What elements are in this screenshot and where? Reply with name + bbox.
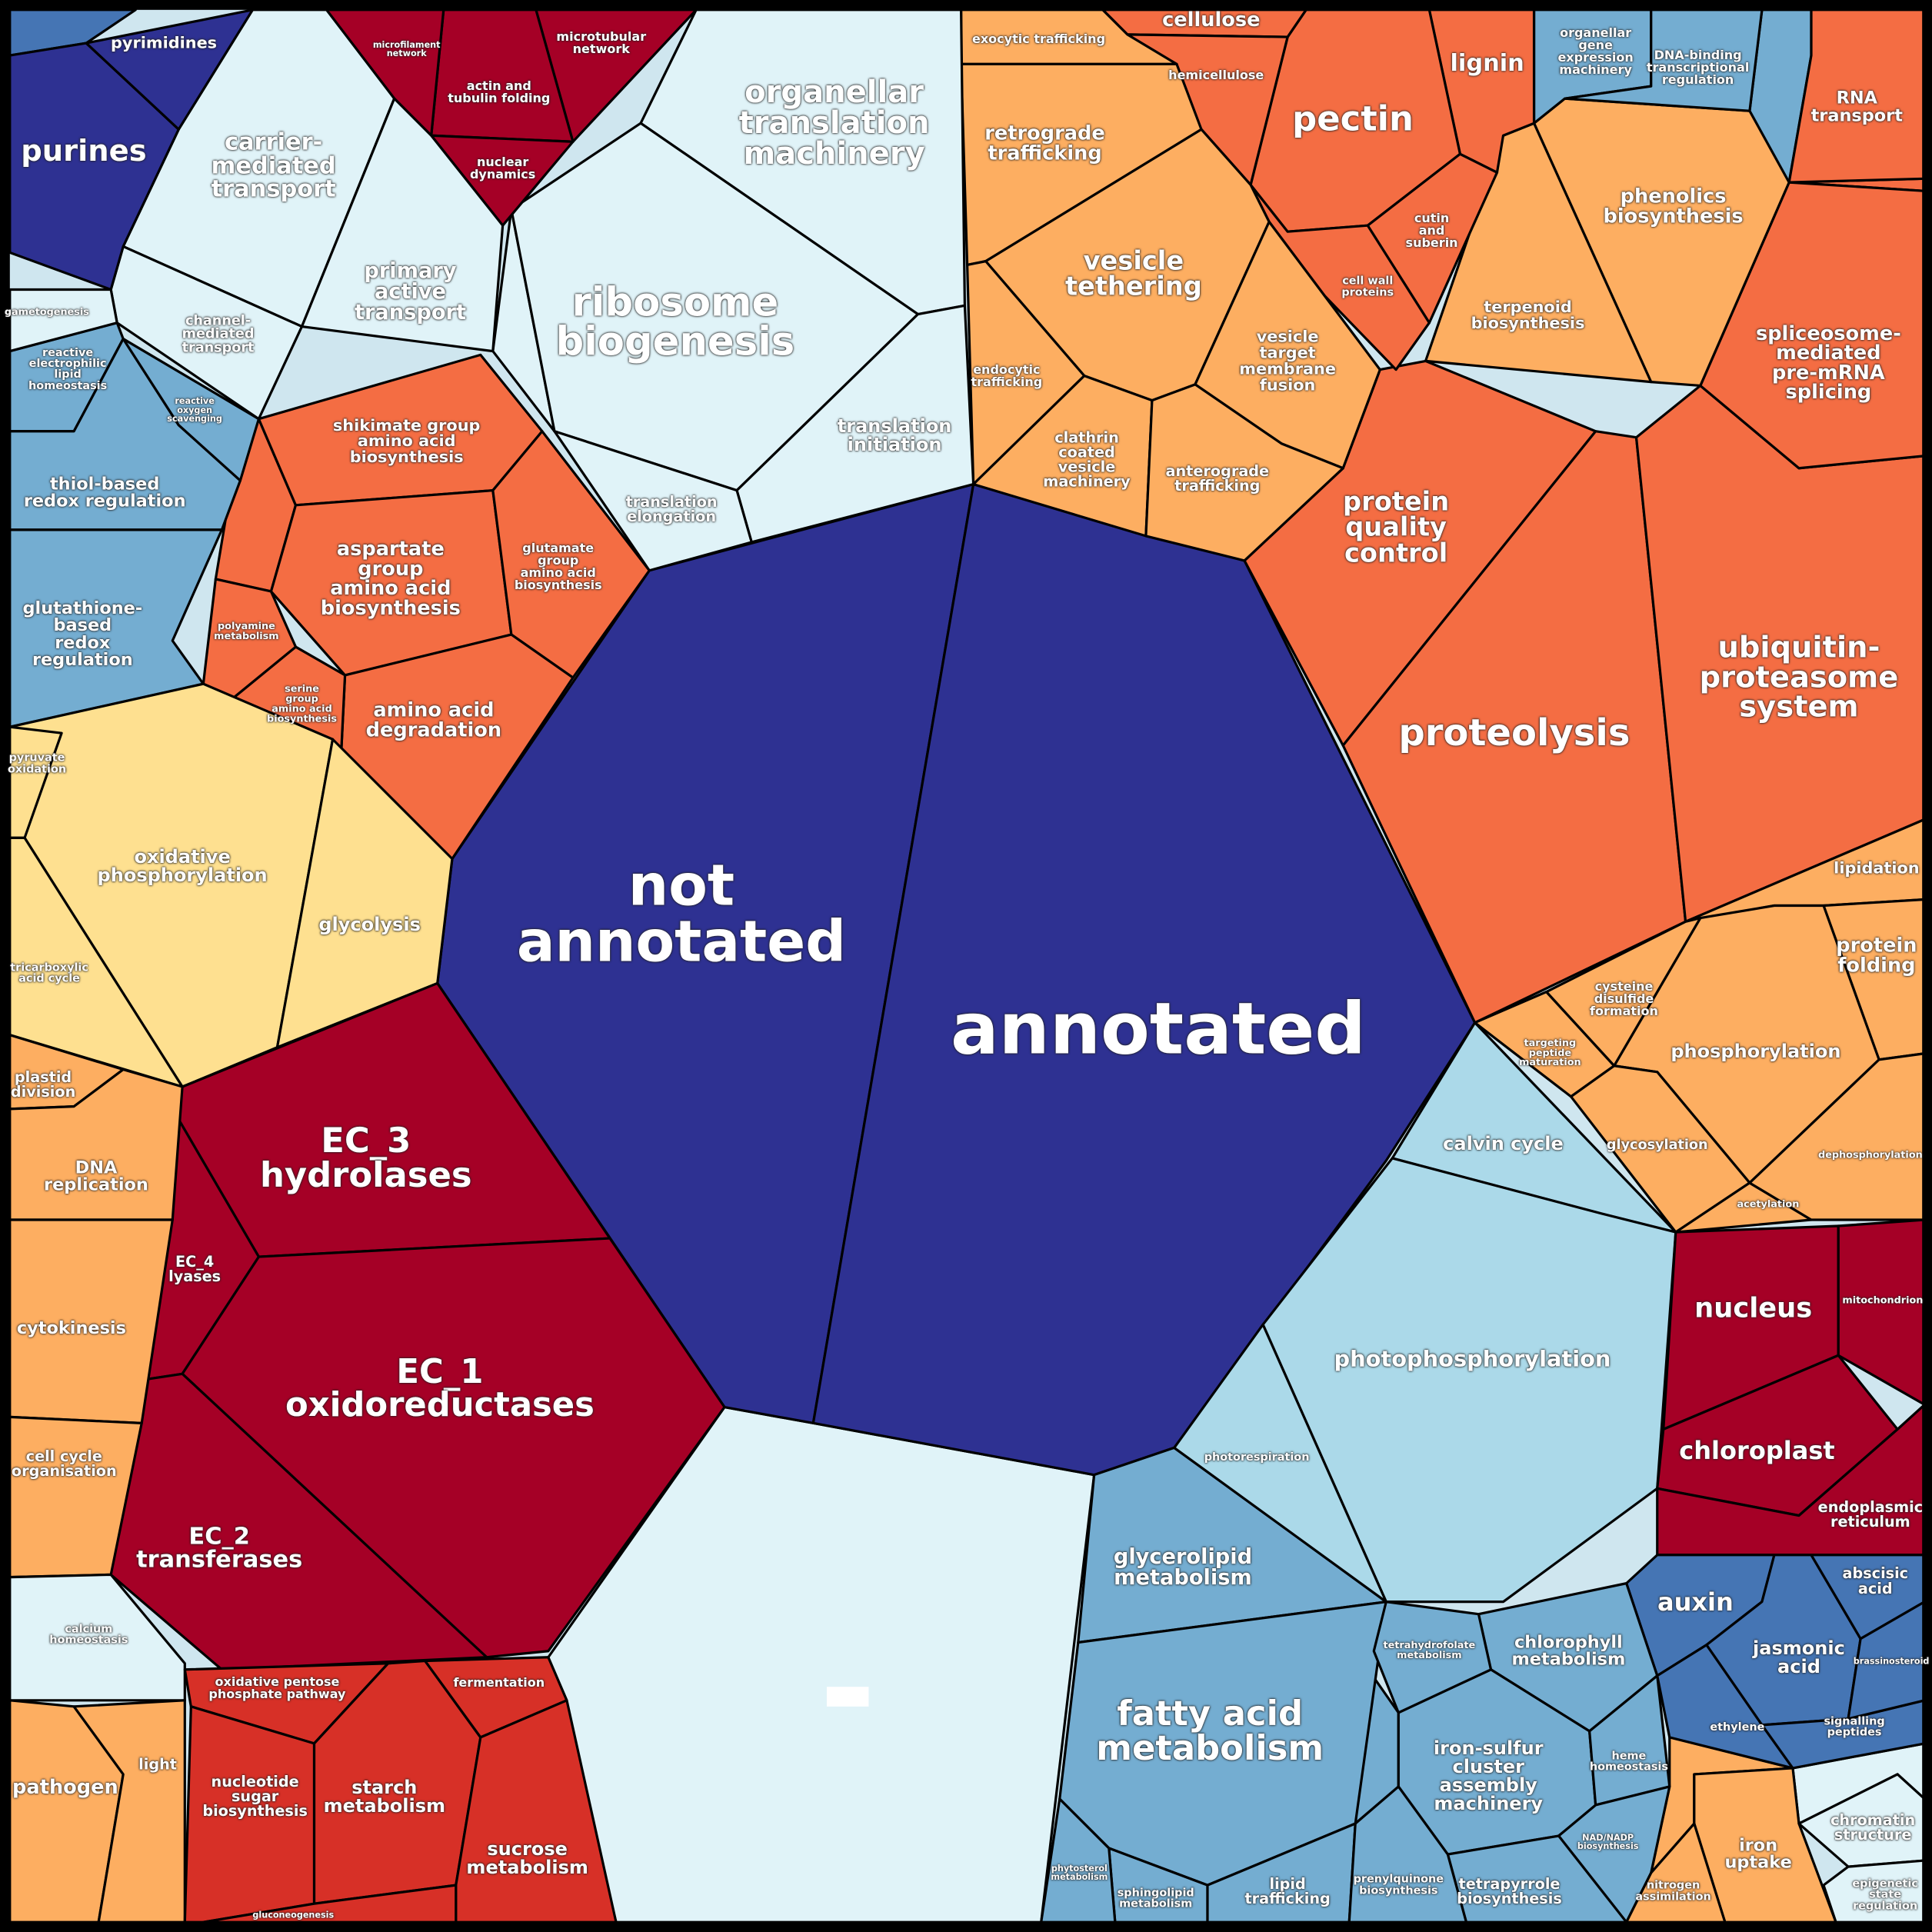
cell xyxy=(1173,1323,1387,1604)
cell xyxy=(1101,8,1307,38)
cell xyxy=(1372,1601,1493,1714)
cell xyxy=(1569,1064,1751,1234)
cell xyxy=(1347,1785,1468,1924)
blank-label-box xyxy=(826,1687,869,1707)
cell xyxy=(85,8,255,131)
cell xyxy=(1144,383,1344,562)
cell xyxy=(735,304,975,544)
cell xyxy=(300,97,505,353)
cells xyxy=(8,8,1926,1924)
cell xyxy=(202,578,298,704)
cell xyxy=(122,337,261,482)
cell xyxy=(553,430,753,572)
cell xyxy=(491,430,651,679)
cell xyxy=(183,1705,316,1924)
